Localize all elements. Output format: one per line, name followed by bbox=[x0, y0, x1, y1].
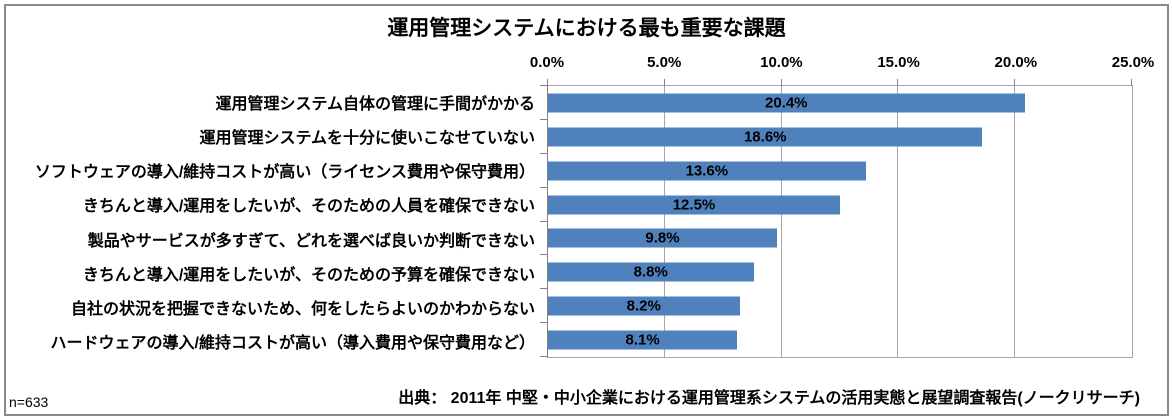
bar-row: 9.8% bbox=[548, 222, 1132, 256]
category-axis-tick-mark bbox=[540, 118, 548, 120]
value-axis-tick-mark bbox=[547, 79, 548, 86]
category-axis-tick-mark bbox=[540, 152, 548, 154]
bar-row: 8.2% bbox=[548, 289, 1132, 323]
gridline bbox=[897, 86, 899, 357]
bar-row: 18.6% bbox=[548, 120, 1132, 154]
value-axis-tick-mark bbox=[1014, 79, 1016, 86]
source-note: 出典： 2011年 中堅・中小企業における運用管理系システムの活用実態と展望調査… bbox=[398, 390, 1140, 407]
bar: 8.1% bbox=[548, 330, 738, 350]
gridline bbox=[663, 86, 665, 357]
category-label: ハードウェアの導入/維持コストが高い（導入費用や保守費用など） bbox=[50, 334, 535, 352]
bar: 8.8% bbox=[548, 262, 754, 282]
category-axis-tick-mark bbox=[540, 322, 548, 324]
bar-row: 8.1% bbox=[548, 323, 1132, 357]
category-axis-tick-mark bbox=[540, 254, 548, 256]
category-label: 運用管理システムを十分に使いこなせていない bbox=[199, 130, 535, 148]
bar: 13.6% bbox=[548, 161, 866, 181]
bar-row: 20.4% bbox=[548, 86, 1132, 120]
sample-size-note: n=633 bbox=[9, 394, 49, 410]
bar-row: 8.8% bbox=[548, 255, 1132, 289]
chart-title: 運用管理システムにおける最も重要な課題 bbox=[387, 17, 786, 40]
value-axis-tick-mark bbox=[897, 79, 899, 86]
plot-area: 20.4% 18.6% 13.6% 12.5% 9.8% 8.8% 8.2% 8.1% bbox=[540, 79, 1133, 358]
value-axis-tick-label: 25.0% bbox=[1111, 54, 1155, 71]
bar: 9.8% bbox=[548, 228, 777, 248]
gridline bbox=[780, 86, 782, 357]
category-label: きちんと導入/運用をしたいが、そのための人員を確保できない bbox=[82, 198, 535, 216]
category-label: 製品やサービスが多すぎて、どれを選べば良いか判断できない bbox=[87, 232, 535, 250]
category-axis: 運用管理システム自体の管理に手間がかかる運用管理システムを十分に使いこなせていな… bbox=[0, 85, 541, 358]
bar: 8.2% bbox=[548, 296, 740, 316]
category-axis-tick-mark bbox=[540, 288, 548, 290]
category-label: ソフトウェアの導入/維持コストが高い（ライセンス費用や保守費用） bbox=[34, 164, 535, 182]
category-axis-tick-mark bbox=[540, 356, 548, 357]
bar: 20.4% bbox=[548, 93, 1025, 113]
value-axis-tick-mark bbox=[663, 79, 665, 86]
gridline bbox=[1014, 86, 1016, 357]
value-axis-tick-label: 5.0% bbox=[647, 54, 682, 71]
value-axis-tick-label: 10.0% bbox=[760, 54, 803, 71]
bar: 12.5% bbox=[548, 195, 840, 215]
value-axis-tick-mark bbox=[1131, 79, 1132, 86]
category-label: 運用管理システム自体の管理に手間がかかる bbox=[215, 96, 535, 114]
value-axis: 0.0% 5.0% 10.0% 15.0% 20.0% 25.0% bbox=[530, 54, 1154, 76]
category-axis-tick-mark bbox=[540, 220, 548, 222]
value-axis-tick-mark bbox=[780, 79, 782, 86]
category-label: 自社の状況を把握できないため、何をしたらよいのかわからない bbox=[70, 300, 535, 318]
bar: 18.6% bbox=[548, 127, 983, 147]
category-axis-tick-mark bbox=[540, 85, 548, 86]
category-axis-tick-mark bbox=[540, 186, 548, 188]
value-axis-tick-label: 0.0% bbox=[529, 54, 565, 71]
value-axis-tick-label: 15.0% bbox=[877, 54, 920, 71]
category-label: きちんと導入/運用をしたいが、そのための予算を確保できない bbox=[82, 266, 535, 284]
value-axis-tick-label: 20.0% bbox=[994, 54, 1038, 71]
bar-row: 12.5% bbox=[548, 188, 1132, 222]
bar-row: 13.6% bbox=[548, 154, 1132, 188]
